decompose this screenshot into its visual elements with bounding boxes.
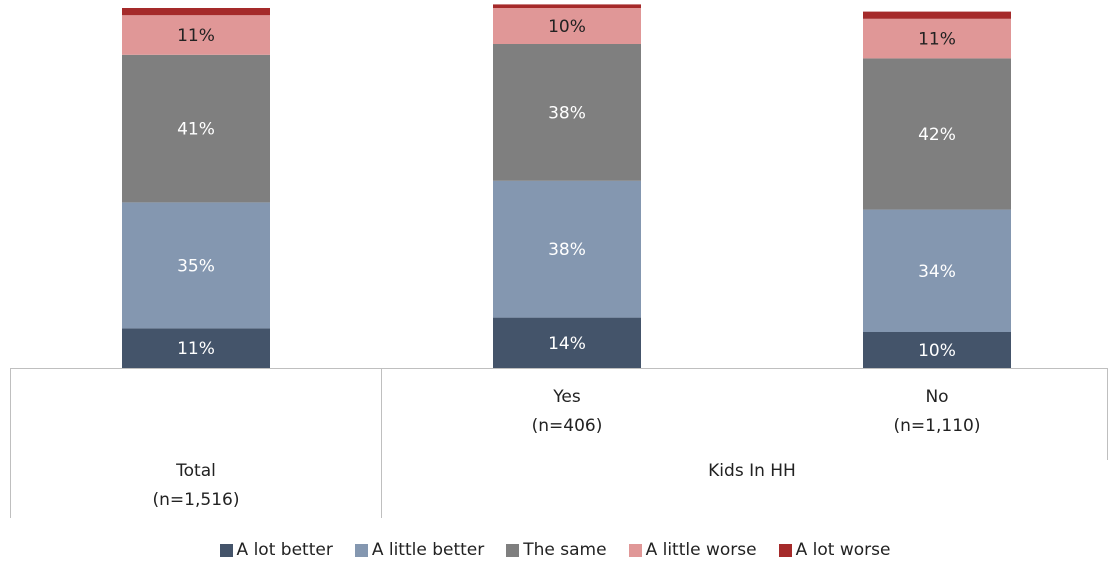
legend: A lot better A little better The same A lit…	[0, 538, 1110, 562]
bar-segment-3-1	[863, 332, 1011, 368]
bar-segment-3-3	[863, 58, 1011, 210]
bar-segment-2-1	[493, 317, 641, 368]
legend-swatch-4	[628, 543, 642, 557]
legend-swatch-1	[219, 543, 233, 557]
data-label-2-1: 14%	[548, 334, 586, 354]
legend-item-4: A little worse	[628, 540, 757, 560]
data-label-3-3: 42%	[918, 125, 956, 145]
bar-segment-2-2	[493, 180, 641, 318]
data-label-2-3: 38%	[548, 103, 586, 123]
legend-item-3: The same	[506, 540, 607, 560]
bar-segment-2-4	[493, 8, 641, 44]
category-label-2-line-1: Yes	[552, 387, 581, 407]
bar-segment-2-5	[493, 4, 641, 8]
group-label-1: Kids In HH	[708, 461, 796, 481]
data-label-1-2: 35%	[177, 256, 215, 276]
legend-item-1: A lot better	[219, 540, 333, 560]
legend-label-1: A lot better	[236, 540, 333, 560]
bar-segment-3-2	[863, 209, 1011, 332]
data-label-3-1: 10%	[918, 341, 956, 361]
legend-swatch-3	[506, 543, 520, 557]
legend-swatch-2	[354, 543, 368, 557]
legend-swatch-5	[778, 543, 792, 557]
category-label-1-line-2: (n=1,516)	[153, 490, 240, 510]
category-axis: Total (n=1,516) Yes (n=406) No (n=1,110) Kids …	[10, 368, 1108, 518]
data-label-3-2: 34%	[918, 262, 956, 282]
bar-segment-2-3	[493, 44, 641, 181]
stacked-bar-chart: 11% 35% 41% 11% 14% 38% 38% 10% 10% 34% 42% 11% Tot…	[10, 4, 1108, 518]
bar-segment-1-5	[122, 8, 270, 16]
bar-segment-1-3	[122, 54, 270, 203]
data-label-1-4: 11%	[177, 26, 215, 46]
bar-segment-1-2	[122, 202, 270, 329]
bar-segment-1-1	[122, 328, 270, 368]
category-label-1-line-1: Total	[175, 461, 216, 481]
bar-segment-3-5	[863, 11, 1011, 19]
data-label-2-4: 10%	[548, 17, 586, 37]
legend-label-4: A little worse	[645, 540, 757, 560]
data-label-3-4: 11%	[918, 30, 956, 50]
category-label-2-line-2: (n=406)	[532, 416, 603, 436]
category-label-3-line-1: No	[925, 387, 948, 407]
data-label-2-2: 38%	[548, 240, 586, 260]
legend-item-5: A lot worse	[778, 540, 891, 560]
bars-layer: 11% 35% 41% 11% 14% 38% 38% 10% 10% 34% 42% 11%	[122, 4, 1011, 368]
bar-segment-1-4	[122, 15, 270, 55]
legend-label-5: A lot worse	[795, 540, 891, 560]
data-label-1-1: 11%	[177, 339, 215, 359]
legend-item-2: A little better	[354, 540, 485, 560]
legend-label-3: The same	[523, 540, 607, 560]
bar-segment-3-4	[863, 18, 1011, 59]
data-label-1-3: 41%	[177, 120, 215, 140]
legend-label-2: A little better	[371, 540, 485, 560]
category-label-3-line-2: (n=1,110)	[894, 416, 981, 436]
